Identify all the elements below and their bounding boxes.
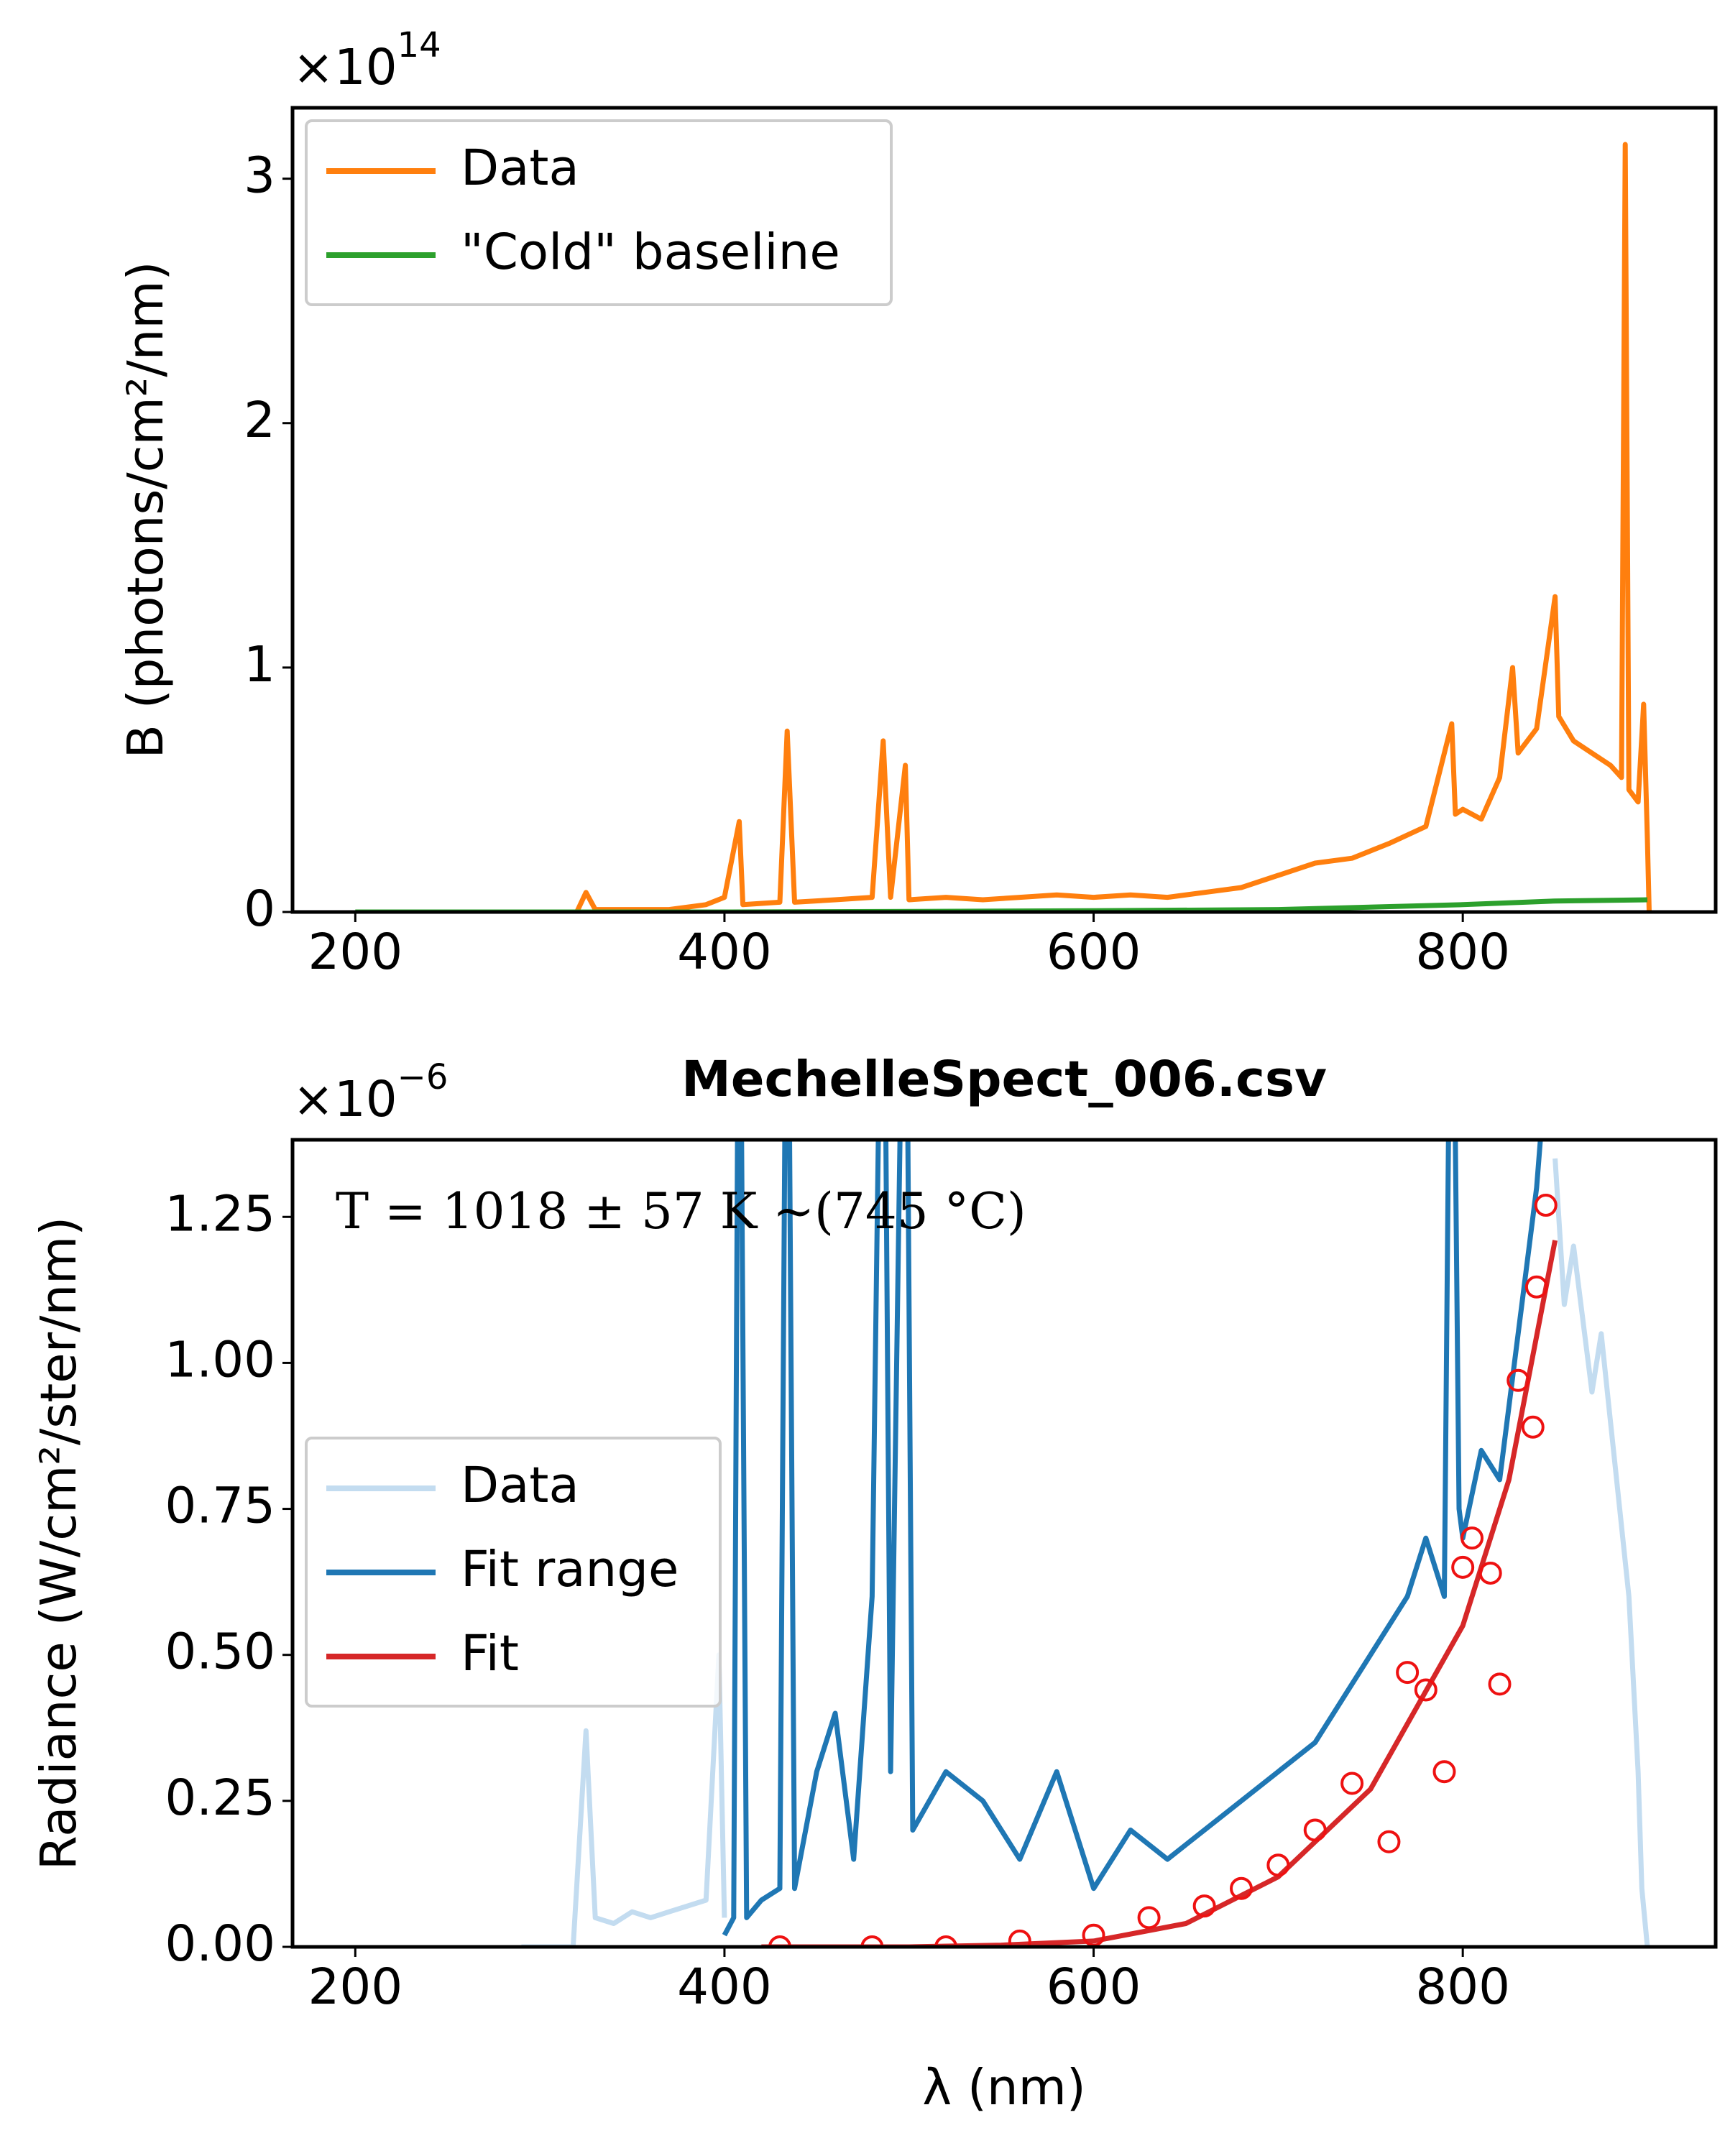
series-line [722, 1140, 1543, 1937]
x-tick-label: 800 [1415, 1958, 1510, 2016]
offset-power: 14 [397, 25, 441, 65]
marker [934, 1935, 958, 1947]
x-tick-label: 800 [1415, 923, 1510, 981]
marker [1524, 1275, 1548, 1299]
x-axis-label: λ (nm) [922, 2059, 1086, 2116]
offset-base: ×10 [293, 1071, 397, 1128]
marker [1451, 1555, 1475, 1579]
series-line [761, 1240, 1558, 1947]
marker [1303, 1818, 1327, 1842]
legend-label: Data [461, 1457, 579, 1514]
marker [1506, 1368, 1530, 1392]
series-line [574, 142, 1652, 912]
marker [1396, 1661, 1420, 1685]
marker [1266, 1853, 1290, 1877]
legend-label: Data [461, 139, 579, 197]
marker [1230, 1876, 1253, 1900]
offset-base: ×10 [293, 39, 397, 96]
marker [1008, 1929, 1031, 1947]
legend-box [305, 119, 893, 306]
offset-text: ×1014 [293, 25, 441, 96]
y-tick-label: 3 [244, 147, 275, 205]
x-tick-label: 400 [677, 923, 772, 981]
marker [1534, 1194, 1558, 1217]
legend-box [305, 1437, 722, 1708]
marker [1488, 1672, 1512, 1696]
marker [1521, 1415, 1545, 1439]
offset-power: −6 [397, 1057, 448, 1097]
axes-frame [290, 106, 1718, 914]
marker [1460, 1526, 1484, 1550]
axes-frame [290, 1138, 1718, 1949]
y-axis-label: Radiance (W/cm²/ster/nm) [30, 1217, 88, 1870]
series-line [355, 897, 1648, 912]
y-tick-label: 1 [244, 636, 275, 694]
marker [1432, 1760, 1456, 1784]
y-tick-label: 0 [244, 880, 275, 938]
y-tick-label: 2 [244, 392, 275, 449]
y-tick-label: 0.25 [165, 1769, 275, 1827]
y-tick-label: 0.50 [165, 1623, 275, 1681]
offset-text: ×10−6 [293, 1057, 448, 1128]
y-tick-label: 0.75 [165, 1478, 275, 1535]
marker [1192, 1894, 1216, 1918]
series-line [521, 1158, 1650, 1947]
marker [1478, 1561, 1502, 1585]
y-tick-label: 0.00 [165, 1915, 275, 1973]
y-tick-label: 1.25 [165, 1185, 275, 1243]
marker [1377, 1830, 1401, 1853]
marker [1414, 1678, 1438, 1702]
chart-title: MechelleSpect_006.csv [681, 1051, 1327, 1108]
y-tick-label: 1.00 [165, 1331, 275, 1388]
x-tick-label: 200 [308, 1958, 402, 2016]
marker [860, 1935, 884, 1947]
x-tick-label: 200 [308, 923, 402, 981]
x-tick-label: 400 [677, 1958, 772, 2016]
marker [1137, 1906, 1161, 1930]
x-tick-label: 600 [1046, 923, 1141, 981]
marker [1340, 1772, 1364, 1795]
annotation: T = 1018 ± 57 K ~(745 °C) [336, 1183, 1026, 1240]
y-axis-label: B (photons/cm²/nm) [117, 261, 175, 758]
legend-label: Fit [461, 1625, 519, 1682]
legend-label: "Cold" baseline [461, 224, 840, 281]
legend-label: Fit range [461, 1541, 678, 1598]
marker [768, 1935, 791, 1947]
x-tick-label: 600 [1046, 1958, 1141, 2016]
